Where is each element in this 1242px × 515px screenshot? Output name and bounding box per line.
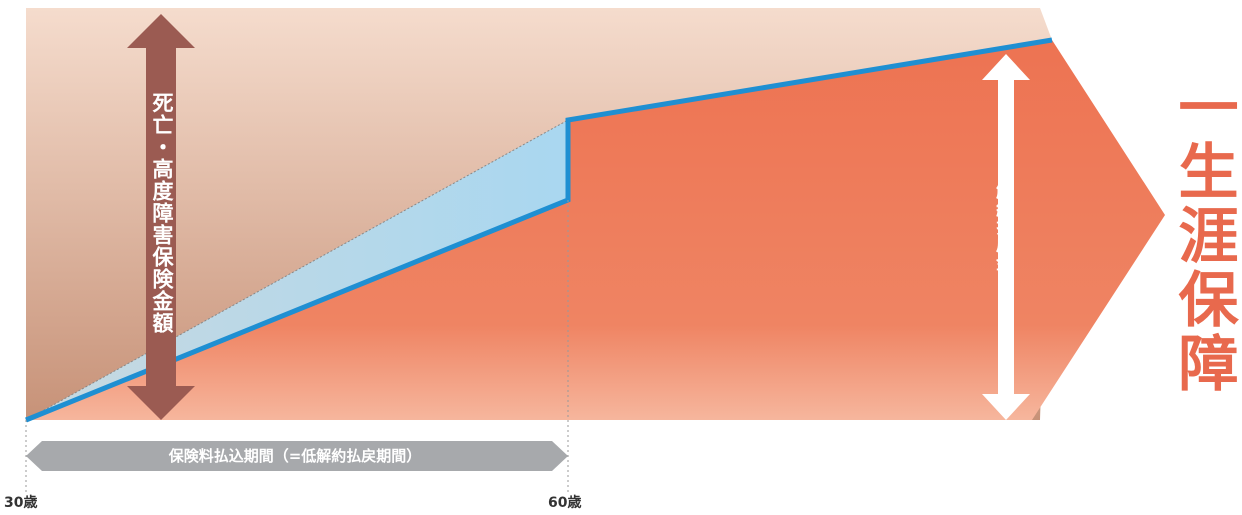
- surrender-value-area: [26, 40, 1165, 420]
- age-end-label: 60歳: [548, 495, 582, 511]
- payment-period-bar: [26, 441, 568, 471]
- payment-period-label: 保険料払込期間（=低解約払戻期間）: [168, 447, 422, 465]
- death-benefit-label: 死亡・高度障害保険金額: [150, 92, 174, 334]
- reference-dotted-line: [25, 119, 569, 421]
- death-benefit-arrow: [127, 14, 195, 420]
- age-start-label: 30歳: [4, 495, 38, 511]
- surrender-value-line: [25, 37, 1053, 423]
- surrender-value-label: 解約払戻金: [992, 182, 1012, 272]
- surrender-value-arrow: [982, 54, 1030, 420]
- lifetime-coverage-label: 一生涯保障: [1168, 76, 1238, 396]
